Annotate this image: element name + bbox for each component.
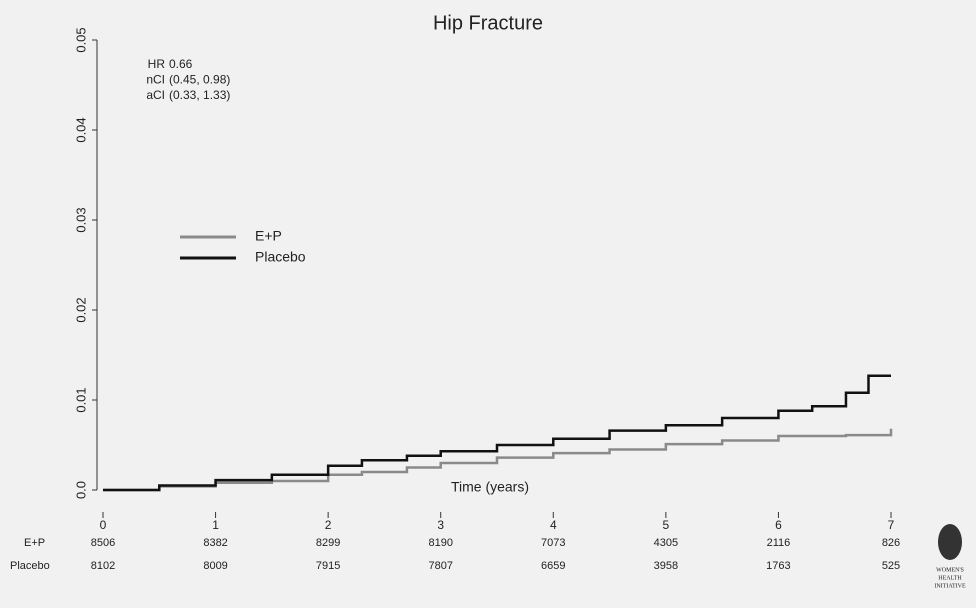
x-tick-label: 1 (212, 518, 219, 532)
logo-text: HEALTH (938, 575, 962, 581)
annotation-value: (0.45, 0.98) (169, 73, 230, 87)
risk-count: 8506 (91, 537, 115, 549)
risk-count: 1763 (766, 560, 790, 572)
risk-count: 3958 (654, 560, 678, 572)
risk-count: 7807 (428, 560, 452, 572)
risk-count: 525 (882, 560, 900, 572)
y-tick-label: 0.05 (73, 27, 88, 52)
x-tick-label: 6 (775, 518, 782, 532)
risk-count: 8299 (316, 537, 340, 549)
logo-text: INITIATIVE (934, 583, 966, 589)
risk-count: 8382 (203, 537, 227, 549)
x-tick-label: 0 (100, 518, 107, 532)
risk-count: 8102 (91, 560, 115, 572)
risk-row-label: Placebo (10, 560, 50, 572)
risk-count: 2116 (767, 537, 791, 549)
x-tick-label: 7 (888, 518, 895, 532)
risk-count: 7915 (316, 560, 340, 572)
x-tick-label: 2 (325, 518, 332, 532)
risk-count: 826 (882, 537, 900, 549)
risk-count: 7073 (541, 537, 565, 549)
risk-count: 4305 (654, 537, 678, 549)
chart-title: Hip Fracture (433, 12, 543, 34)
survival-curve (103, 428, 893, 492)
y-tick-label: 0.04 (73, 117, 88, 142)
logo-mark (938, 524, 962, 560)
logo-text: WOMEN'S (936, 567, 964, 573)
risk-count: 8009 (203, 560, 227, 572)
legend-label: E+P (255, 228, 282, 244)
risk-count: 6659 (541, 560, 565, 572)
annotation-value: (0.33, 1.33) (169, 88, 230, 102)
annotation-label: nCI (146, 73, 165, 87)
x-tick-label: 3 (437, 518, 444, 532)
y-tick-label: 0.02 (73, 297, 88, 322)
risk-count: 8190 (428, 537, 452, 549)
risk-row-label: E+P (24, 537, 45, 549)
y-tick-label: 0.0 (73, 481, 88, 499)
y-tick-label: 0.03 (73, 207, 88, 232)
x-tick-label: 5 (663, 518, 670, 532)
annotation-value: 0.66 (169, 57, 193, 71)
legend-label: Placebo (255, 249, 306, 265)
annotation-label: aCI (146, 88, 165, 102)
logo (938, 524, 962, 560)
annotation-label: HR (148, 57, 166, 71)
x-tick-label: 4 (550, 518, 557, 532)
y-tick-label: 0.01 (73, 387, 88, 412)
x-axis-label: Time (years) (451, 479, 529, 495)
survival-curve (103, 374, 891, 492)
